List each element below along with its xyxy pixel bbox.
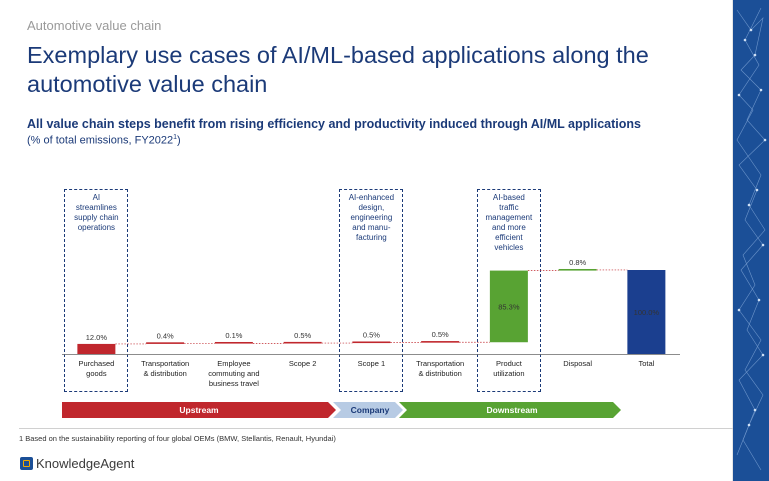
footnote-divider: [19, 428, 733, 429]
knowledgeagent-logo-icon: [20, 456, 33, 470]
logo-text: KnowledgeAgent: [36, 455, 135, 471]
callout-text: AI-enhanced: [348, 193, 395, 202]
data-label: 12.0%: [86, 333, 108, 342]
data-label: 0.1%: [225, 331, 242, 340]
data-label: 100.0%: [634, 308, 660, 317]
callout-text: engineering: [350, 213, 393, 222]
category-label: Product utilization: [493, 359, 524, 378]
section-label: Automotive value chain: [27, 18, 162, 33]
data-label: 85.3%: [498, 302, 520, 311]
value-chain-label: Upstream: [179, 405, 219, 415]
value-chain-arrow: [333, 402, 403, 418]
slide-frame: [732, 0, 733, 481]
callout-text: operations: [77, 223, 116, 232]
callout-text: traffic: [499, 203, 519, 212]
callout-box: AI-based traffic management and more efficie…: [476, 189, 541, 392]
unit-footnote-mark: 1: [173, 134, 178, 141]
bar: [352, 341, 391, 344]
unit-note: (% of total emissions, FY20221): [27, 134, 181, 147]
callout-text: AI-based: [492, 193, 525, 202]
footnote: 1 Based on the sustainability reporting …: [19, 434, 336, 443]
callout-box: AI-enhanced design, engineering and manu-fa…: [339, 189, 404, 392]
callout-box: AI streamlines supply chain operations: [64, 189, 129, 392]
waterfall-chart: 12.0% Purchased goods 0.4% Transportation & d…: [62, 258, 680, 418]
callout-text: vehicles: [494, 243, 524, 252]
bar: [489, 270, 528, 343]
callout-text: streamlines: [75, 203, 117, 212]
callout-text: and more: [491, 223, 526, 232]
category-label: Transportation & distribution: [141, 359, 189, 378]
bar: [421, 341, 460, 343]
value-chain-label: Company: [351, 405, 390, 415]
unit-text: (% of total emissions, FY2022: [27, 134, 174, 147]
data-label: 0.5%: [432, 330, 449, 339]
decorative-side-panel: [733, 0, 769, 481]
bar: [214, 341, 253, 344]
callout-text: design,: [358, 203, 385, 212]
data-label: 0.4%: [157, 331, 174, 340]
callout-text: efficient: [495, 233, 523, 242]
category-label: Employee commuting and business travel: [208, 359, 259, 388]
bar: [77, 343, 116, 354]
category-label: Scope 1: [358, 359, 386, 368]
brand-logo: KnowledgeAgent: [20, 454, 134, 472]
callout-text: and manu-: [352, 223, 391, 232]
callout-text: AI: [92, 193, 101, 202]
category-label: Total: [638, 359, 654, 368]
category-label: Transportation & distribution: [416, 359, 464, 378]
category-label: Scope 2: [289, 359, 317, 368]
value-chain-label: Downstream: [486, 405, 537, 415]
category-label: Purchased goods: [78, 359, 114, 378]
page-title: Exemplary use cases of AI/ML-based appli…: [27, 42, 649, 97]
data-label: 0.8%: [569, 258, 586, 267]
callout-text: management: [485, 213, 533, 222]
chart-subtitle: All value chain steps benefit from risin…: [27, 117, 641, 131]
bar: [283, 341, 322, 344]
bar: [146, 342, 185, 344]
callout-text: facturing: [356, 233, 387, 242]
value-chain-arrow: [62, 402, 336, 418]
data-label: 0.5%: [294, 331, 311, 340]
unit-close: ): [177, 134, 181, 147]
network-pattern-icon: [736, 7, 767, 471]
category-label: Disposal: [563, 359, 592, 368]
value-chain-arrow: [399, 402, 621, 418]
callout-text: supply chain: [74, 213, 119, 222]
data-label: 0.5%: [363, 330, 380, 339]
bar: [558, 268, 597, 271]
bar: [627, 270, 666, 354]
